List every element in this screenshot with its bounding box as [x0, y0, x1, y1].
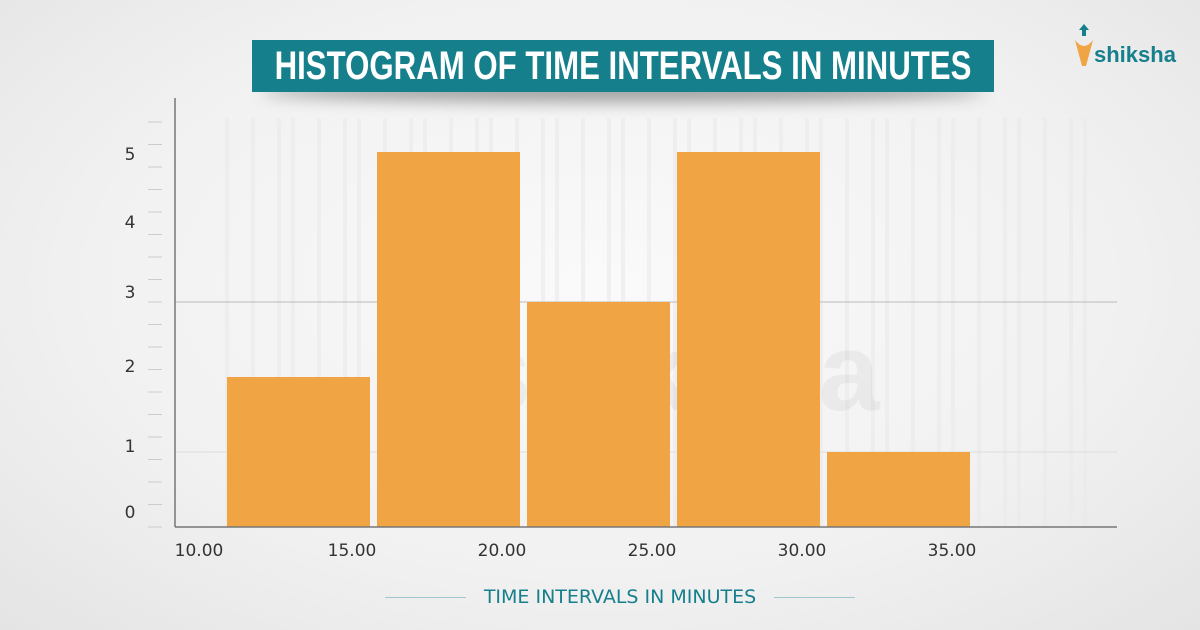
background-stripe: [871, 118, 875, 527]
background-stripe: [357, 118, 361, 527]
background-stripe: [225, 118, 229, 527]
background-stripe: [1083, 118, 1087, 527]
x-tick-label: 35.00: [928, 541, 977, 561]
bar-30-35: [827, 452, 970, 527]
x-tick-label: 25.00: [628, 541, 677, 561]
logo-mark-icon: [1075, 24, 1093, 66]
x-axis-label: TIME INTERVALS IN MINUTES: [483, 586, 757, 608]
y-tick-label: 0: [125, 503, 136, 523]
background-stripe: [317, 118, 321, 527]
y-tick-label: 3: [125, 283, 136, 303]
logo-text: shiksha: [1094, 42, 1176, 67]
y-tick-label: 4: [125, 213, 136, 233]
background-stripe: [911, 118, 915, 527]
background-stripe: [343, 118, 347, 527]
y-tick-label: 1: [125, 437, 136, 457]
background-stripe: [937, 118, 941, 527]
background-stripe: [819, 118, 823, 527]
background-stripe: [251, 118, 255, 527]
bar-25-30: [677, 152, 820, 527]
y-tick-label: 5: [125, 145, 136, 165]
x-tick-label: 30.00: [778, 541, 827, 561]
shiksha-logo: shiksha: [1072, 22, 1182, 72]
x-axis-label-wrap: TIME INTERVALS IN MINUTES: [385, 582, 856, 612]
chart-title: HISTOGRAM OF TIME INTERVALS IN MINUTES: [275, 40, 971, 92]
x-tick-label: 10.00: [175, 541, 224, 561]
bar-10-15: [227, 377, 370, 527]
title-banner: HISTOGRAM OF TIME INTERVALS IN MINUTES: [252, 40, 994, 102]
background-stripe: [1003, 118, 1007, 527]
background-stripe: [951, 118, 955, 527]
x-tick-label: 20.00: [478, 541, 527, 561]
background-stripe: [1043, 118, 1047, 527]
background-stripe: [845, 118, 849, 527]
background-stripe: [291, 118, 295, 527]
background-stripe: [1069, 118, 1073, 527]
background-stripe: [1017, 118, 1021, 527]
background-stripe: [673, 118, 677, 527]
y-tick-label: 2: [125, 357, 136, 377]
background-stripe: [977, 118, 981, 527]
divider: [774, 596, 856, 598]
background-stripe: [885, 118, 889, 527]
background-stripe: [277, 118, 281, 527]
x-tick-label: 15.00: [328, 541, 377, 561]
divider: [385, 596, 466, 598]
bar-20-25: [527, 302, 670, 527]
bar-15-20: [377, 152, 520, 527]
